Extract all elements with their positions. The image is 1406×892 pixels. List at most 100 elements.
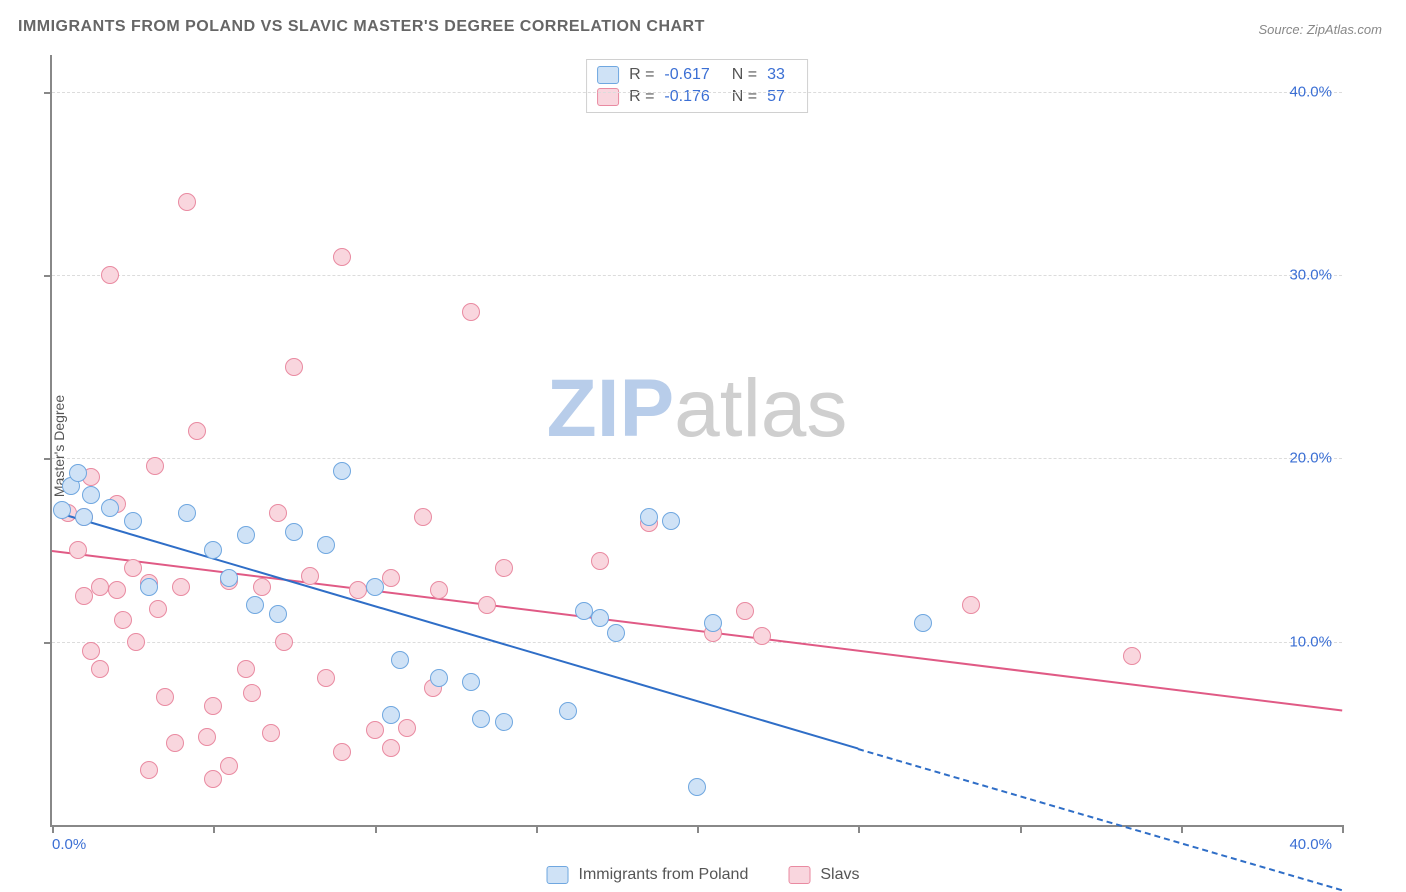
data-point <box>317 669 335 687</box>
data-point <box>472 710 490 728</box>
chart-container: IMMIGRANTS FROM POLAND VS SLAVIC MASTER'… <box>0 0 1406 892</box>
data-point <box>736 602 754 620</box>
data-point <box>269 605 287 623</box>
data-point <box>495 559 513 577</box>
trend-line <box>858 748 1342 891</box>
data-point <box>269 504 287 522</box>
data-point <box>140 761 158 779</box>
x-tick <box>858 825 860 833</box>
legend-swatch-poland <box>547 866 569 884</box>
data-point <box>53 501 71 519</box>
data-point <box>914 614 932 632</box>
data-point <box>204 541 222 559</box>
data-point <box>253 578 271 596</box>
data-point <box>285 523 303 541</box>
data-point <box>688 778 706 796</box>
grid-line <box>52 642 1342 643</box>
y-tick-label: 40.0% <box>1289 83 1332 100</box>
data-point <box>382 569 400 587</box>
data-point <box>462 673 480 691</box>
x-tick <box>697 825 699 833</box>
data-point <box>237 526 255 544</box>
y-tick <box>44 642 52 644</box>
legend-row-series-b: R = -0.176 N = 57 <box>597 86 797 108</box>
x-tick <box>536 825 538 833</box>
data-point <box>285 358 303 376</box>
data-point <box>662 512 680 530</box>
grid-line <box>52 458 1342 459</box>
legend-r-label: R = <box>629 66 654 84</box>
data-point <box>962 596 980 614</box>
legend-n-value-a: 33 <box>767 66 785 84</box>
data-point <box>172 578 190 596</box>
trend-line <box>61 513 858 750</box>
data-point <box>220 569 238 587</box>
data-point <box>414 508 432 526</box>
data-point <box>495 713 513 731</box>
data-point <box>101 499 119 517</box>
y-tick-label: 20.0% <box>1289 450 1332 467</box>
data-point <box>108 581 126 599</box>
data-point <box>382 706 400 724</box>
data-point <box>753 627 771 645</box>
y-tick <box>44 458 52 460</box>
data-point <box>237 660 255 678</box>
data-point <box>188 422 206 440</box>
data-point <box>1123 647 1141 665</box>
data-point <box>220 757 238 775</box>
legend-label-slavs: Slavs <box>820 866 859 884</box>
data-point <box>69 541 87 559</box>
watermark: ZIPatlas <box>547 362 848 456</box>
source-attribution: Source: ZipAtlas.com <box>1258 22 1382 37</box>
data-point <box>391 651 409 669</box>
data-point <box>114 611 132 629</box>
data-point <box>124 512 142 530</box>
chart-title: IMMIGRANTS FROM POLAND VS SLAVIC MASTER'… <box>18 18 705 36</box>
legend-swatch-a <box>597 66 619 84</box>
y-tick-label: 10.0% <box>1289 633 1332 650</box>
source-label: Source: <box>1258 22 1306 37</box>
data-point <box>591 552 609 570</box>
data-point <box>478 596 496 614</box>
x-tick <box>375 825 377 833</box>
data-point <box>91 578 109 596</box>
data-point <box>149 600 167 618</box>
data-point <box>366 578 384 596</box>
data-point <box>204 770 222 788</box>
data-point <box>140 578 158 596</box>
data-point <box>127 633 145 651</box>
x-tick <box>1020 825 1022 833</box>
data-point <box>246 596 264 614</box>
x-tick <box>213 825 215 833</box>
data-point <box>204 697 222 715</box>
x-tick <box>1181 825 1183 833</box>
data-point <box>91 660 109 678</box>
series-legend: Immigrants from Poland Slavs <box>547 866 860 884</box>
legend-swatch-slavs <box>788 866 810 884</box>
data-point <box>166 734 184 752</box>
data-point <box>82 642 100 660</box>
data-point <box>317 536 335 554</box>
data-point <box>462 303 480 321</box>
data-point <box>178 193 196 211</box>
grid-line <box>52 275 1342 276</box>
data-point <box>69 464 87 482</box>
data-point <box>146 457 164 475</box>
watermark-zip: ZIP <box>547 363 675 454</box>
data-point <box>591 609 609 627</box>
data-point <box>704 614 722 632</box>
data-point <box>101 266 119 284</box>
data-point <box>75 508 93 526</box>
data-point <box>82 486 100 504</box>
plot-area: ZIPatlas R = -0.617 N = 33 R = -0.176 N … <box>50 55 1342 827</box>
data-point <box>333 248 351 266</box>
correlation-legend: R = -0.617 N = 33 R = -0.176 N = 57 <box>586 59 808 113</box>
data-point <box>301 567 319 585</box>
legend-row-series-a: R = -0.617 N = 33 <box>597 64 797 86</box>
data-point <box>333 462 351 480</box>
x-axis-min-label: 0.0% <box>52 836 86 853</box>
y-tick <box>44 92 52 94</box>
x-axis-max-label: 40.0% <box>1289 836 1332 853</box>
data-point <box>366 721 384 739</box>
data-point <box>156 688 174 706</box>
